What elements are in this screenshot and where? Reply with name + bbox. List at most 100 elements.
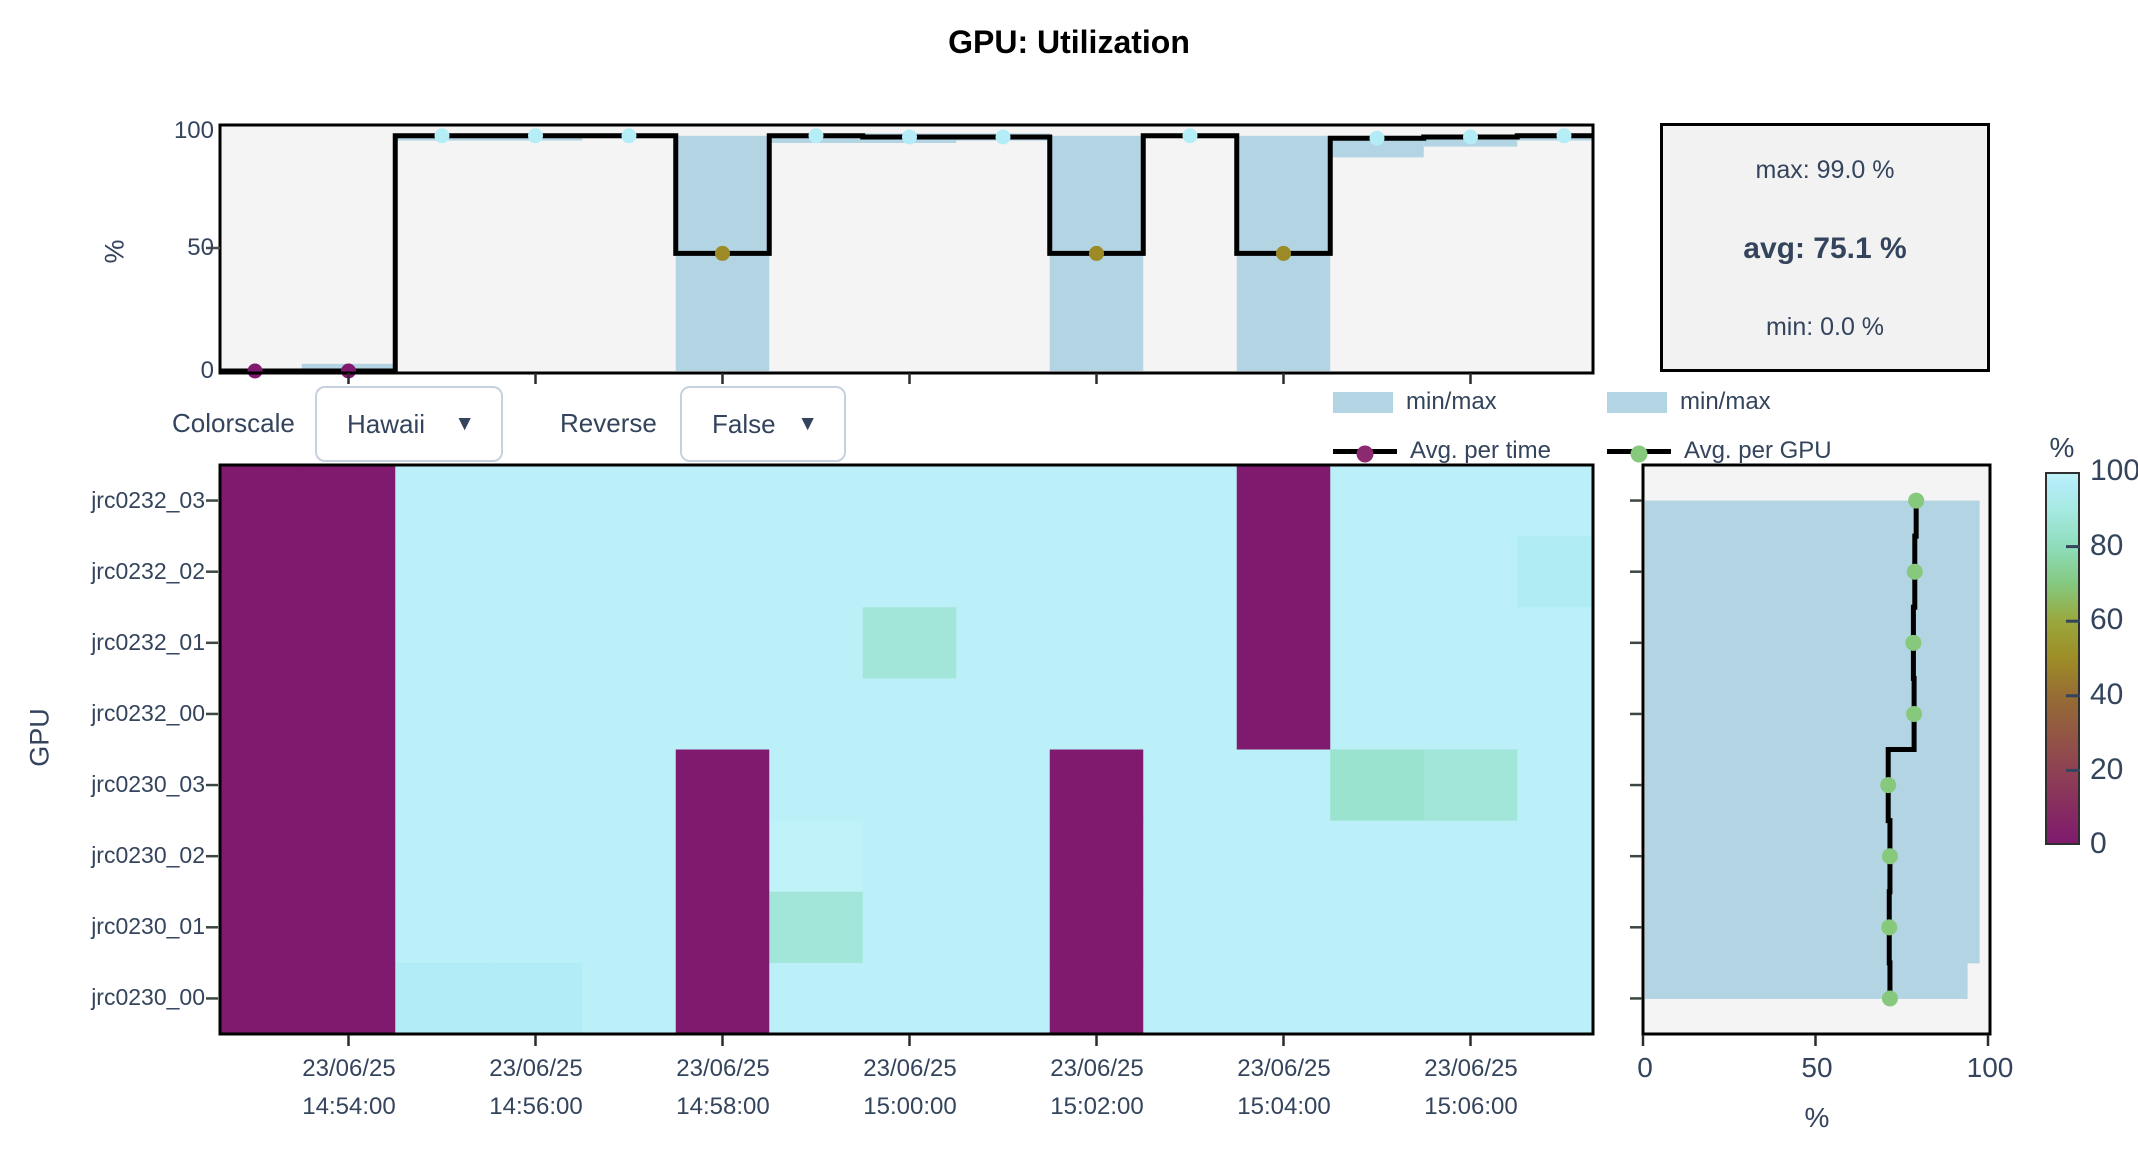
heatmap-cell	[1423, 607, 1518, 679]
heatmap-cell	[395, 962, 490, 1035]
heatmap-cell	[1517, 749, 1594, 822]
stat-min: min: 0.0 %	[1765, 313, 1885, 341]
right-xaxis-title: %	[1804, 1102, 1830, 1133]
gpu-row-label: jrc0230_02	[91, 842, 205, 868]
heatmap-cell	[488, 465, 583, 537]
heatmap-cell	[1517, 465, 1594, 537]
minmax-band	[1517, 133, 1593, 141]
minmax-swatch	[1333, 391, 1393, 413]
heatmap-cell	[301, 536, 396, 608]
avg-per-gpu-marker	[1881, 990, 1898, 1007]
x-tick-label: 23/06/25 15:06:00	[1424, 1055, 1518, 1120]
heatmap-cell	[862, 678, 957, 751]
heatmap-cell	[1517, 820, 1594, 893]
heatmap-cell	[862, 465, 957, 537]
avg-per-time-marker	[1556, 128, 1572, 144]
heatmap-cell	[1517, 962, 1594, 1035]
avg-per-time-marker	[341, 363, 356, 379]
heatmap-cell	[395, 891, 490, 964]
heatmap-cell	[769, 962, 864, 1035]
colorbar-title: %	[2049, 432, 2075, 463]
avg-per-gpu-marker	[1881, 919, 1898, 936]
heatmap-cell	[956, 607, 1051, 679]
heatmap-cell	[675, 465, 770, 537]
heatmap-cell	[1143, 962, 1238, 1035]
avg-per-time-marker	[902, 129, 917, 145]
heatmap-cell	[395, 820, 490, 893]
right-xtick-100: 100	[1966, 1052, 2014, 1083]
heatmap-cell	[301, 465, 396, 537]
heatmap-cell	[769, 749, 864, 822]
heatmap-cell	[769, 607, 864, 679]
heatmap-cell	[488, 536, 583, 608]
heatmap-cell	[769, 678, 864, 751]
minmax-band	[1143, 133, 1237, 139]
minmax-band	[301, 363, 396, 371]
minmax-band	[769, 133, 863, 143]
gpu-row-label: jrc0232_02	[91, 558, 205, 584]
colorbar-tick: 40	[2090, 678, 2124, 711]
heatmap-cell	[220, 891, 303, 964]
heatmap-cell	[582, 607, 677, 679]
legend-label: min/max	[1406, 388, 1497, 415]
stat-max: max: 99.0 %	[1755, 156, 1895, 184]
avg-per-time-marker	[808, 128, 824, 144]
heatmap-cell	[1517, 891, 1594, 964]
heatmap-cell	[675, 536, 770, 608]
legend-minmax-gpu: min/max	[1607, 388, 1832, 416]
reverse-label: Reverse	[560, 408, 657, 438]
heatmap-cell	[582, 891, 677, 964]
gpu-row-label: jrc0230_00	[91, 984, 205, 1010]
heatmap-cell	[220, 962, 303, 1035]
avg-per-time-marker	[995, 129, 1011, 145]
avg-time-dot-icon	[1356, 445, 1374, 462]
legend-avg-time: Avg. per time	[1333, 437, 1551, 465]
gpu-row-label: jrc0230_01	[91, 913, 205, 939]
heatmap-cell	[675, 678, 770, 751]
heatmap-cell	[220, 607, 303, 679]
heatmap-cell	[1330, 607, 1425, 679]
heatmap-cell	[1423, 749, 1518, 822]
minmax-band	[956, 133, 1050, 141]
heatmap-cell	[956, 820, 1051, 893]
heatmap-cell	[862, 891, 957, 964]
minmax-band	[675, 135, 770, 371]
minmax-band	[1236, 135, 1331, 371]
heatmap-cell	[1049, 607, 1144, 679]
heatmap-cell	[956, 749, 1051, 822]
heatmap-cell	[488, 820, 583, 893]
top-ytick-0: 0	[200, 357, 214, 384]
heatmap-cell	[1517, 607, 1594, 679]
colorbar-tick: 0	[2090, 827, 2107, 860]
x-tick-label: 23/06/25 14:58:00	[676, 1055, 770, 1120]
colorscale-dropdown[interactable]: Hawaii ▼	[315, 386, 503, 462]
heatmap-cell	[862, 607, 957, 679]
heatmap-cell	[395, 607, 490, 679]
heatmap-cell	[488, 962, 583, 1035]
heatmap-cell	[1423, 465, 1518, 537]
heatmap-cell	[395, 749, 490, 822]
colorscale-label: Colorscale	[172, 408, 295, 438]
heatmap-cell	[1143, 536, 1238, 608]
gpu-row-label: jrc0232_03	[91, 487, 205, 513]
heatmap-cell	[1049, 678, 1144, 751]
top-yaxis-title: %	[99, 239, 130, 264]
heatmap-cell	[769, 536, 864, 608]
gpu-heatmap	[206, 463, 1595, 1046]
heatmap-cell	[488, 678, 583, 751]
avg-line-glyph	[1607, 445, 1671, 462]
avg-per-gpu-marker	[1906, 563, 1923, 580]
x-tick-label: 23/06/25 15:00:00	[863, 1055, 957, 1120]
avg-per-time-marker	[621, 128, 637, 144]
minmax-band	[395, 133, 489, 141]
heatmap-cell	[1143, 891, 1238, 964]
heatmap-cell	[1236, 678, 1331, 751]
right-xtick-0: 0	[1637, 1052, 1653, 1083]
reverse-dropdown[interactable]: False ▼	[680, 386, 846, 462]
heatmap-cell	[862, 820, 957, 893]
avg-per-time-marker	[715, 245, 730, 261]
colorbar-gradient	[2045, 472, 2080, 845]
heatmap-cell	[1423, 536, 1518, 608]
avg-per-gpu-marker	[1905, 634, 1922, 651]
